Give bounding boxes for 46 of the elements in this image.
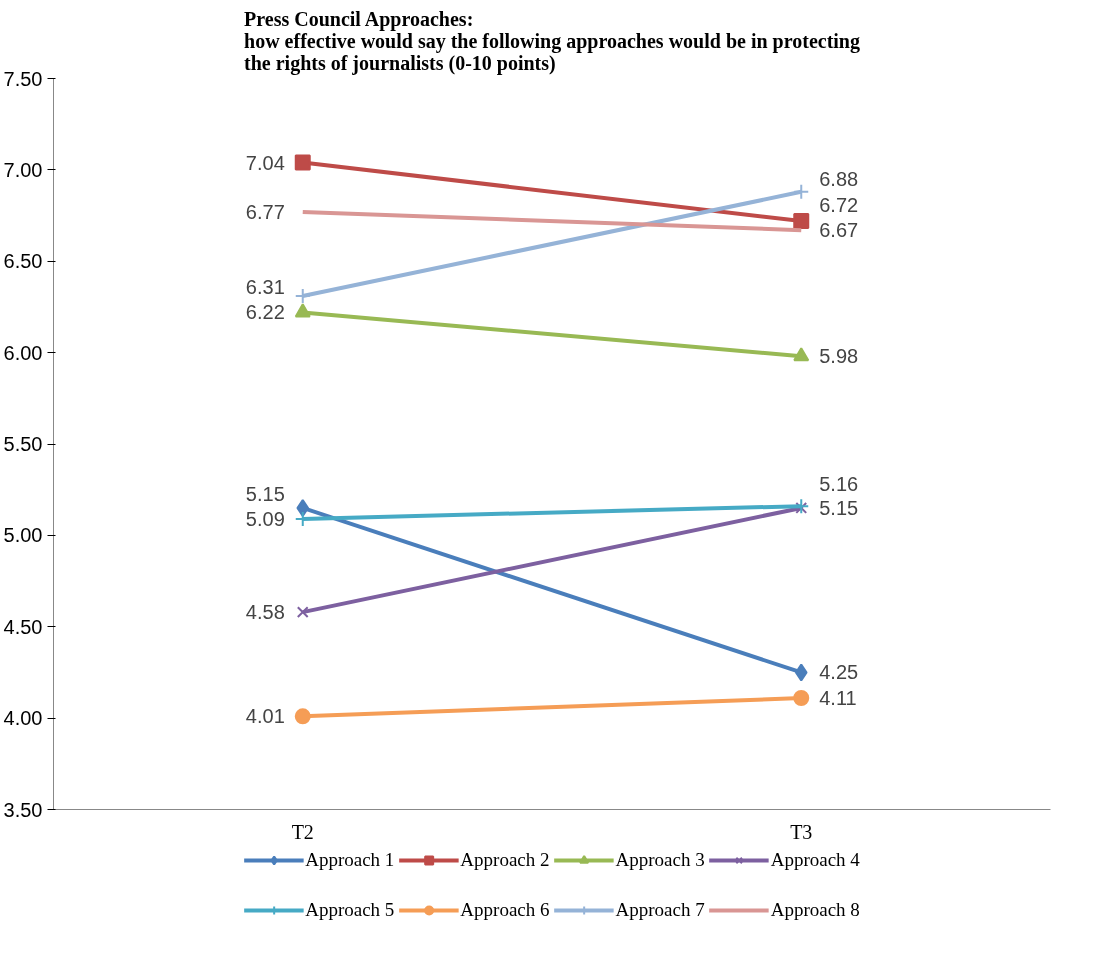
legend-label: Approach 4 xyxy=(770,849,860,871)
x-tick-label: T3 xyxy=(790,820,813,843)
point xyxy=(795,502,808,514)
y-tick-label: 3.50 xyxy=(3,798,43,821)
x-tick-label: T2 xyxy=(291,820,314,843)
data-label: 4.25 xyxy=(819,660,859,683)
point xyxy=(793,213,810,230)
y-tick-label: 7.00 xyxy=(3,158,43,181)
point xyxy=(294,154,311,171)
legend-label: Approach 8 xyxy=(770,899,860,921)
data-label: 5.16 xyxy=(819,472,859,495)
data-label: 6.77 xyxy=(245,200,285,223)
data-label: 5.98 xyxy=(819,345,859,368)
data-label: 6.67 xyxy=(819,219,859,242)
legend-label: Approach 3 xyxy=(615,849,705,871)
data-label: 4.01 xyxy=(245,705,285,728)
y-tick-label: 4.00 xyxy=(3,707,43,730)
point xyxy=(296,498,310,517)
legend-label: Approach 5 xyxy=(305,899,395,921)
y-tick-label: 5.00 xyxy=(3,524,43,547)
y-tick-label: 6.00 xyxy=(3,341,43,364)
data-label: 5.15 xyxy=(819,496,859,519)
legend-label: Approach 7 xyxy=(615,899,705,921)
point xyxy=(294,287,311,304)
data-label: 5.15 xyxy=(245,483,285,506)
y-tick-label: 5.50 xyxy=(3,433,43,455)
point xyxy=(794,663,808,682)
y-tick-label: 6.50 xyxy=(3,250,43,273)
point xyxy=(793,690,810,707)
data-label: 4.11 xyxy=(819,687,857,710)
data-label: 6.72 xyxy=(819,194,859,217)
point xyxy=(294,708,311,725)
y-tick-label: 7.50 xyxy=(3,67,43,90)
legend-label: Approach 2 xyxy=(460,849,550,871)
chart-title: Press Council Approaches: how effective would say the following approaches would be in protecting the rights of journalists (0-10 points) xyxy=(244,7,860,75)
point xyxy=(296,606,309,619)
legend-label: Approach 6 xyxy=(460,899,550,921)
point xyxy=(793,183,810,200)
data-label: 6.22 xyxy=(245,301,285,324)
y-tick-label: 4.50 xyxy=(3,615,43,638)
data-label: 6.31 xyxy=(245,276,285,299)
data-label: 7.04 xyxy=(245,151,285,174)
data-label: 6.88 xyxy=(819,167,859,190)
data-label: 5.09 xyxy=(245,507,285,530)
data-label: 4.58 xyxy=(245,601,285,624)
legend-label: Approach 1 xyxy=(305,849,395,871)
